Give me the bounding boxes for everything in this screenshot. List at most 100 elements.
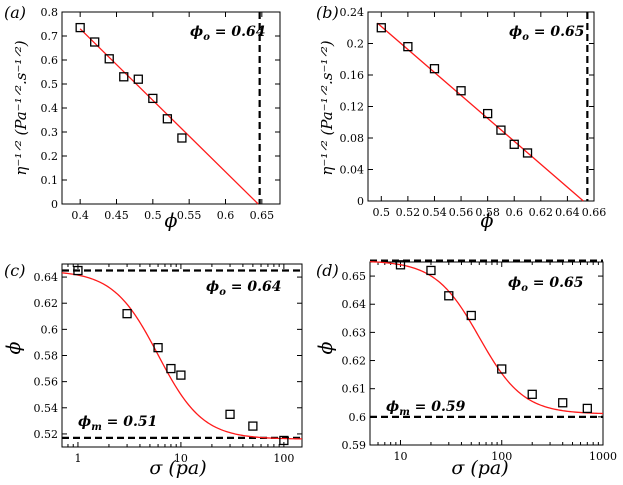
panel-label-a: (a) <box>4 3 26 22</box>
reference-lines-c <box>62 269 302 439</box>
data-point-b-0 <box>376 23 386 33</box>
y-axis-label-b: η⁻¹ᐟ² (Pa⁻¹ᐟ².s⁻¹ᐟ²) <box>318 40 336 175</box>
y-tick-label-d-0: 0.59 <box>342 439 367 452</box>
y-tick-label-c-4: 0.6 <box>41 323 59 336</box>
y-tick-label-a-7: 0.7 <box>41 30 59 43</box>
data-point-b-4 <box>482 108 493 119</box>
data-point-a-4 <box>133 74 143 84</box>
panel-a: (a) η⁻¹ᐟ² (Pa⁻¹ᐟ².s⁻¹ᐟ²) ϕ 0.4 0.45 0.5 0.5… <box>4 3 281 232</box>
panel-c: (c) ϕ σ (pa) 1 10 100 0.52 0.54 0.56 0.58 0.6 0.… <box>3 261 303 479</box>
reference-lines-d <box>370 259 603 418</box>
y-tick-label-a-2: 0.2 <box>41 150 59 163</box>
data-point-d-0 <box>395 260 406 270</box>
data-point-b-2 <box>429 64 440 74</box>
annotation-phi-o-b: ϕo = 0.65 <box>509 24 584 43</box>
data-point-a-0 <box>75 22 85 33</box>
x-tick-label-a-3: 0.55 <box>177 209 202 222</box>
y-tick-label-b-0: 0 <box>357 195 364 208</box>
data-point-b-7 <box>522 148 533 158</box>
y-tick-label-b-5: 0.2 <box>347 38 365 51</box>
y-axis-label-d: ϕ <box>315 341 337 354</box>
x-tick-label-a-1: 0.45 <box>104 209 129 222</box>
data-point-a-7 <box>177 133 187 143</box>
data-point-b-5 <box>496 125 506 135</box>
data-points-c <box>73 265 289 446</box>
fit-line-b <box>376 22 584 202</box>
annotation-phi-m-c: ϕm = 0.51 <box>78 414 157 433</box>
data-point-b-6 <box>509 139 519 149</box>
y-tick-label-a-3: 0.3 <box>41 126 59 139</box>
y-tick-label-b-2: 0.08 <box>340 132 365 145</box>
x-tick-label-b-6: 0.62 <box>529 206 554 219</box>
y-axis-label-c: ϕ <box>3 341 25 354</box>
data-point-d-3 <box>466 310 476 321</box>
data-points-b <box>376 23 533 158</box>
y-tick-label-c-1: 0.54 <box>34 402 59 415</box>
x-tick-label-a-2: 0.5 <box>144 209 162 222</box>
data-point-d-5 <box>527 389 537 399</box>
annotation-phi-m-d: ϕm = 0.59 <box>386 399 466 418</box>
x-tick-label-c-0: 1 <box>74 452 81 465</box>
x-axis-label-c: σ (pa) <box>149 457 206 479</box>
y-tick-label-b-3: 0.12 <box>340 101 365 114</box>
y-tick-label-d-5: 0.64 <box>342 298 367 311</box>
data-point-b-1 <box>403 42 413 52</box>
x-tick-label-a-5: 0.65 <box>250 209 275 222</box>
data-point-c-5 <box>225 409 235 419</box>
x-tick-label-d-2: 1000 <box>589 450 617 463</box>
plot-frame-b <box>367 11 595 202</box>
y-tick-label-c-2: 0.56 <box>34 376 59 389</box>
y-tick-label-b-1: 0.04 <box>340 164 365 177</box>
panel-label-c: (c) <box>4 261 25 280</box>
data-point-c-4 <box>176 370 186 380</box>
x-axis-label-d: σ (pa) <box>451 457 508 479</box>
y-tick-label-a-4: 0.4 <box>41 102 59 115</box>
data-point-d-7 <box>582 403 592 414</box>
y-tick-label-d-6: 0.65 <box>342 270 367 283</box>
y-tick-label-a-6: 0.6 <box>41 54 59 67</box>
data-point-d-6 <box>558 398 568 408</box>
x-tick-label-b-1: 0.52 <box>396 206 421 219</box>
y-tick-label-d-1: 0.6 <box>349 411 367 424</box>
x-tick-label-a-0: 0.4 <box>71 209 89 222</box>
data-points-d <box>395 260 592 414</box>
x-tick-label-a-4: 0.6 <box>217 209 235 222</box>
panel-label-b: (b) <box>316 3 339 22</box>
y-tick-label-a-8: 0.8 <box>41 6 59 19</box>
x-tick-label-b-7: 0.64 <box>555 206 580 219</box>
ticks-c: 1 10 100 0.52 0.54 0.56 0.58 0.6 0.62 0.64 <box>34 264 302 465</box>
data-point-c-7 <box>279 435 289 446</box>
x-tick-label-b-4: 0.58 <box>475 206 500 219</box>
data-points-a <box>75 22 187 143</box>
fit-curve-c <box>61 272 303 440</box>
y-tick-label-a-0: 0 <box>51 198 58 211</box>
y-tick-label-a-1: 0.1 <box>41 174 59 187</box>
fit-curve-line-d <box>369 261 604 415</box>
data-point-c-1 <box>122 309 132 319</box>
ticks-d: 10 100 1000 0.59 0.6 0.61 0.62 0.63 0.64 0.65 <box>342 262 617 463</box>
ticks-a: 0.4 0.45 0.5 0.55 0.6 0.65 0 0.1 0.2 0.3 0.4 0.5 0.6… <box>41 6 280 222</box>
y-tick-label-c-6: 0.64 <box>34 271 59 284</box>
data-point-b-3 <box>456 86 466 96</box>
data-point-a-6 <box>162 114 173 124</box>
x-tick-label-c-2: 100 <box>273 452 294 465</box>
y-tick-label-c-3: 0.58 <box>34 350 59 363</box>
y-tick-label-d-3: 0.62 <box>342 355 367 368</box>
data-point-d-2 <box>444 291 454 301</box>
x-axis-label-a: ϕ <box>165 210 178 232</box>
x-tick-label-b-5: 0.6 <box>505 206 523 219</box>
data-point-d-1 <box>426 265 436 276</box>
fit-curve-line-c <box>61 272 303 440</box>
panel-b: (b) η⁻¹ᐟ² (Pa⁻¹ᐟ².s⁻¹ᐟ²) ϕ 0.5 0.52 0.54 0.… <box>316 3 606 232</box>
plot-frame-a <box>61 11 281 205</box>
fit-curve-d <box>369 261 604 415</box>
panel-label-d: (d) <box>316 261 339 280</box>
annotation-phi-o-c: ϕo = 0.64 <box>206 279 281 298</box>
x-tick-label-d-1: 100 <box>491 450 512 463</box>
y-tick-label-d-4: 0.63 <box>342 326 367 339</box>
x-tick-label-c-1: 10 <box>174 452 188 465</box>
y-tick-label-d-2: 0.61 <box>342 383 367 396</box>
x-tick-label-b-0: 0.5 <box>373 206 391 219</box>
data-point-d-4 <box>497 364 507 374</box>
